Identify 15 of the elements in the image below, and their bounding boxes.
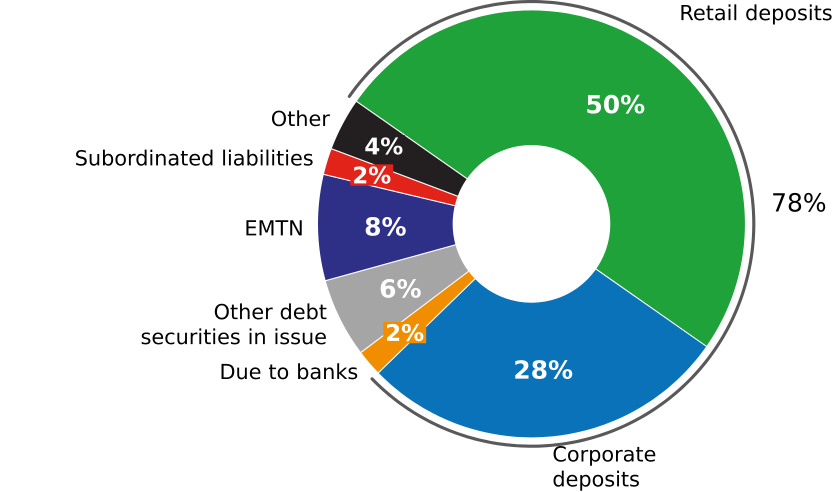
slice-label: Other debt securities in issue: [142, 303, 326, 345]
text: 78%: [773, 193, 826, 212]
data-label: 50%: [587, 94, 644, 114]
slice-label: Retail deposits: [681, 4, 832, 25]
data-label: 2%: [354, 166, 390, 184]
slice-label: Due to banks: [222, 363, 358, 380]
slice-label: EMTN: [246, 220, 302, 236]
data-label: 6%: [380, 279, 421, 298]
slice-label: Corporate deposits: [554, 446, 656, 491]
slice-label: Other: [272, 110, 330, 126]
data-label: 2%: [387, 324, 424, 342]
slice-label: Subordinated liabilities: [76, 150, 313, 166]
data-label: 8%: [366, 217, 406, 236]
data-label: 28%: [515, 360, 572, 380]
data-label: 4%: [365, 137, 402, 155]
